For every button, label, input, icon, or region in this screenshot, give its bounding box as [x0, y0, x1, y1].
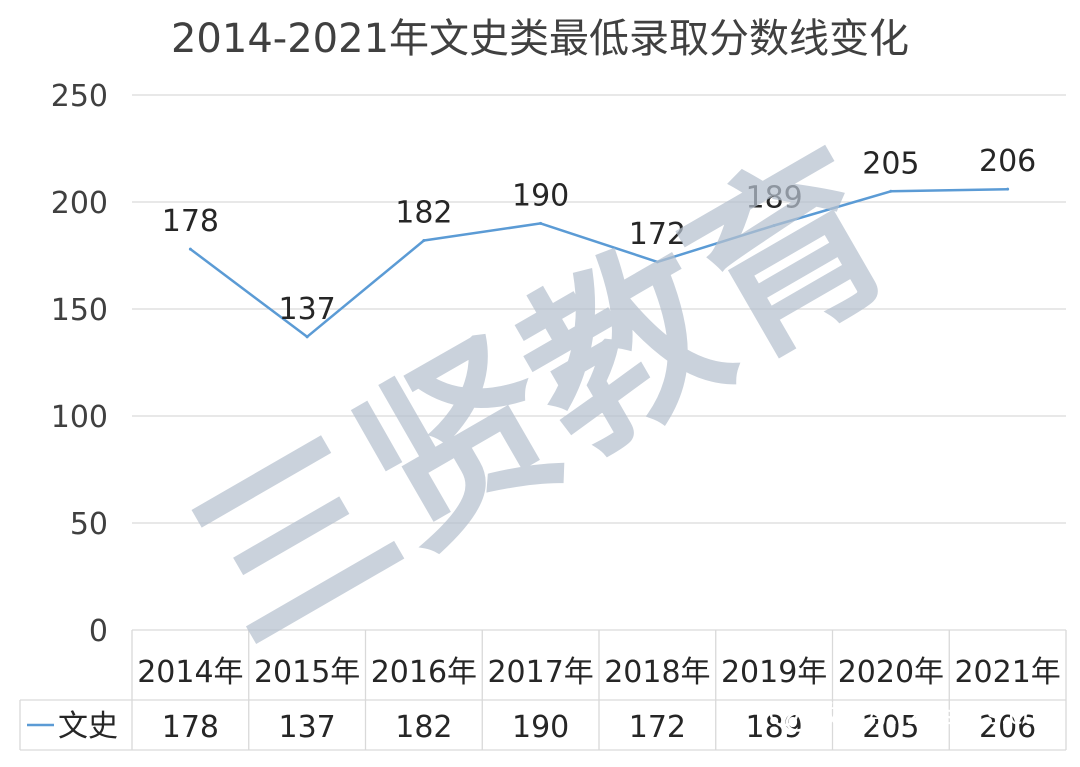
- data-point: [188, 247, 192, 251]
- data-label: 206: [979, 144, 1036, 179]
- chart-title: 2014-2021年文史类最低录取分数线变化: [171, 16, 909, 62]
- data-point: [1006, 187, 1010, 191]
- series-line: [189, 187, 1009, 339]
- x-category-label: 2020年: [838, 655, 944, 690]
- table-value-cell: 206: [979, 710, 1036, 745]
- table-value-cell: 178: [162, 710, 219, 745]
- data-point: [772, 224, 776, 228]
- data-label: 178: [162, 204, 219, 239]
- wechat-icon: [769, 701, 809, 732]
- wechat-badge: 微信号: zjzsbks.com: [769, 701, 1064, 732]
- y-tick-label: 200: [51, 186, 108, 221]
- data-point: [889, 189, 893, 193]
- x-category-label: 2019年: [721, 655, 827, 690]
- series-wenshi: [188, 187, 1010, 339]
- series-name-label: 文史: [58, 709, 118, 744]
- table-value-cell: 137: [278, 710, 335, 745]
- data-label: 182: [395, 196, 452, 231]
- table-value-cell: 172: [629, 710, 686, 745]
- gridlines: [132, 94, 1066, 631]
- data-point: [305, 335, 309, 339]
- table-value-cell: 189: [745, 710, 802, 745]
- y-axis: 0 50 100 150 200 250: [51, 79, 108, 649]
- y-tick-label: 150: [51, 293, 108, 328]
- data-label: 172: [629, 217, 686, 252]
- x-category-label: 2014年: [137, 655, 243, 690]
- y-tick-label: 50: [70, 507, 108, 542]
- x-category-label: 2018年: [604, 655, 710, 690]
- y-tick-label: 0: [89, 614, 108, 649]
- data-label: 189: [745, 181, 802, 216]
- x-category-label: 2016年: [371, 655, 477, 690]
- table-value-cell: 190: [512, 710, 569, 745]
- wechat-id: 微信号: zjzsbks.com: [812, 701, 1064, 731]
- table-value-cell: 182: [395, 710, 452, 745]
- data-point: [539, 221, 543, 225]
- data-point: [422, 239, 426, 243]
- data-label: 190: [512, 178, 569, 213]
- data-table: 2014年 2015年 2016年 2017年 2018年 2019年 2020年 2021年…: [19, 630, 1067, 751]
- data-point: [655, 260, 659, 264]
- y-tick-label: 250: [51, 79, 108, 114]
- x-category-label: 2015年: [254, 655, 360, 690]
- table-value-cell: 205: [862, 710, 919, 745]
- data-labels: 178 137 182 190 172 189 205 206: [162, 144, 1037, 327]
- data-label: 137: [278, 292, 335, 327]
- data-label: 205: [862, 146, 919, 181]
- y-tick-label: 100: [51, 400, 108, 435]
- x-category-label: 2017年: [487, 655, 593, 690]
- x-category-label: 2021年: [954, 655, 1060, 690]
